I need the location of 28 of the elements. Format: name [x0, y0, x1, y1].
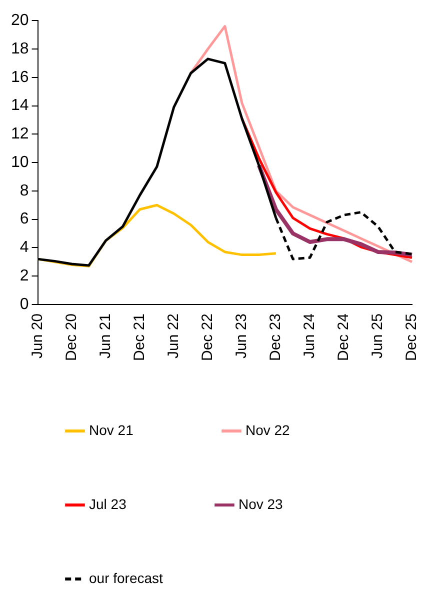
y-tick-label: 18 [11, 40, 29, 58]
y-tick-label: 0 [20, 296, 29, 313]
x-tick-label: Jun 23 [233, 313, 250, 359]
y-tick-label: 2 [20, 267, 29, 284]
legend-label: our forecast [89, 570, 171, 586]
x-tick-label: Jun 24 [301, 313, 318, 359]
y-tick-label: 4 [20, 239, 29, 256]
x-tick-label: Jun 22 [165, 313, 182, 359]
y-tick-label: 12 [11, 126, 29, 143]
y-tick-label: 10 [11, 154, 29, 171]
y-tick-label: 8 [20, 182, 29, 200]
legend-label: Jul 23 [89, 496, 158, 512]
x-tick-label: Jun 20 [28, 313, 46, 359]
x-tick-label: Jun 25 [369, 313, 386, 359]
x-tick-label: Dec 23 [267, 313, 284, 362]
legend-label: Nov 23 [238, 496, 314, 512]
y-tick-label: 14 [11, 97, 29, 114]
y-tick-label: 6 [20, 210, 29, 228]
x-tick-label: Dec 25 [403, 313, 420, 362]
y-tick-label: 20 [11, 12, 29, 30]
y-tick-label: 16 [11, 68, 29, 86]
x-tick-label: Dec 22 [199, 313, 216, 362]
x-tick-label: Dec 24 [335, 313, 352, 362]
legend-label: Nov 21 [89, 422, 164, 438]
legend-label: Nov 22 [245, 422, 321, 438]
x-tick-label: Dec 20 [62, 313, 80, 362]
x-tick-label: Dec 21 [130, 313, 148, 362]
x-tick-label: Jun 21 [96, 313, 114, 359]
